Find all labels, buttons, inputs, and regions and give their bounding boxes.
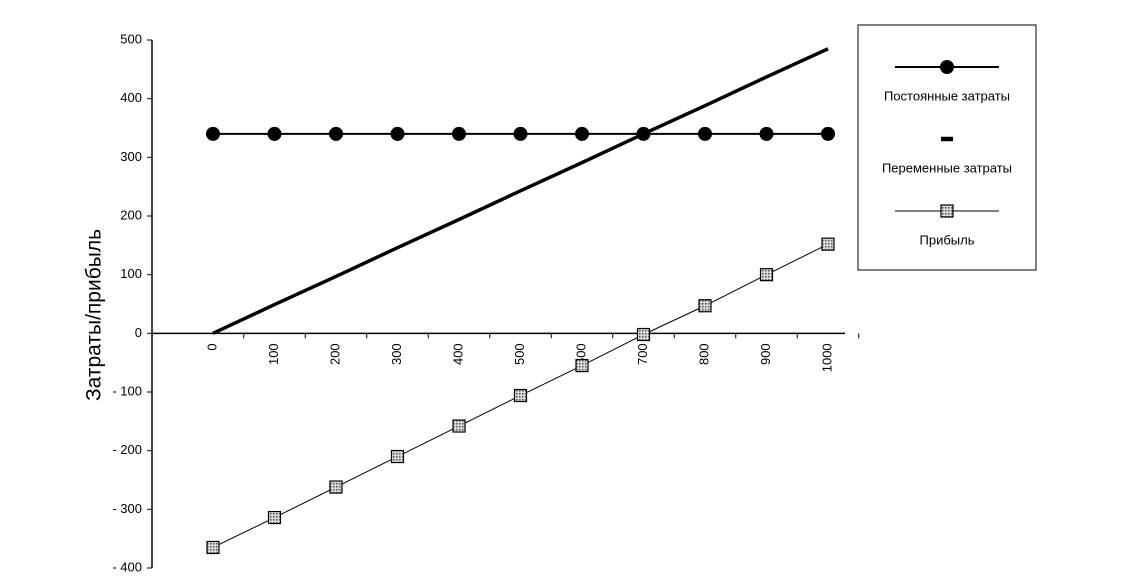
y-tick-label: - 200 — [112, 442, 142, 457]
data-point — [759, 126, 774, 141]
x-tick-label: 700 — [635, 343, 650, 365]
data-point — [513, 126, 528, 141]
y-tick-label: 400 — [120, 90, 142, 105]
x-tick-label: 400 — [450, 343, 465, 365]
y-tick-label: 500 — [120, 31, 142, 46]
legend-marker — [940, 60, 954, 74]
data-point — [267, 126, 282, 141]
data-point — [329, 480, 343, 494]
y-tick-label: - 100 — [112, 383, 142, 398]
data-point — [698, 299, 712, 313]
x-tick-label: 100 — [266, 343, 281, 365]
data-point — [575, 359, 589, 373]
x-tick-label: 900 — [758, 343, 773, 365]
data-point — [452, 126, 466, 141]
y-tick-label: - 300 — [112, 501, 142, 516]
series-line — [212, 47, 829, 335]
legend-marker — [940, 204, 954, 218]
data-point — [206, 540, 220, 555]
data-point — [390, 449, 405, 464]
data-point — [390, 126, 405, 141]
data-point — [821, 237, 835, 251]
data-point — [513, 388, 528, 403]
y-tick-label: 0 — [135, 325, 142, 340]
y-tick-label: 200 — [120, 207, 142, 222]
x-tick-label: 0 — [204, 343, 219, 350]
data-point — [636, 327, 651, 342]
data-point — [759, 268, 774, 282]
data-point — [575, 126, 589, 141]
x-tick-label: 1000 — [819, 343, 834, 372]
data-point — [206, 126, 220, 141]
data-point — [267, 510, 282, 525]
x-tick-label: 200 — [327, 343, 342, 365]
x-tick-label: 800 — [696, 343, 711, 365]
y-tick-label: - 400 — [112, 559, 142, 574]
data-point — [821, 126, 835, 141]
y-tick-label: 100 — [120, 266, 142, 281]
x-tick-label: 500 — [512, 343, 527, 365]
data-point — [698, 126, 712, 141]
data-point — [452, 419, 466, 433]
legend-label: Прибыль — [920, 232, 975, 247]
legend-label: Переменные затраты — [882, 160, 1012, 175]
y-axis-label: Затраты/прибыль — [83, 229, 106, 401]
data-point — [329, 126, 343, 141]
x-tick-label: 300 — [389, 343, 404, 365]
y-tick-label: 300 — [120, 149, 142, 164]
legend-label: Постоянные затраты — [884, 88, 1010, 103]
